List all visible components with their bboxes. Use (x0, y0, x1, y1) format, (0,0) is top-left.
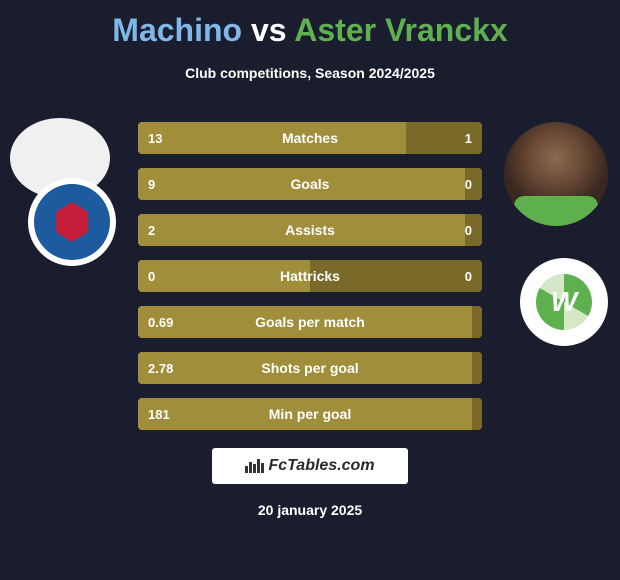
bar-chart-icon (245, 459, 264, 473)
stat-label: Matches (282, 130, 338, 146)
stat-value-left: 0.69 (148, 315, 173, 330)
stat-label: Shots per goal (261, 360, 358, 376)
date: 20 january 2025 (258, 502, 362, 518)
stat-bar-right: 1 (406, 122, 482, 154)
title-player2: Aster Vranckx (294, 12, 507, 48)
stat-label: Min per goal (269, 406, 351, 422)
stat-value-left: 13 (148, 131, 162, 146)
player1-club-logo (28, 178, 116, 266)
stat-value-left: 2.78 (148, 361, 173, 376)
stats-container: 13 1 Matches 9 0 Goals 2 0 Assists 0 0 Hattricks 0.6… (138, 122, 482, 444)
title-vs: vs (251, 12, 287, 48)
stat-row: 0.69 Goals per match (138, 306, 482, 338)
stat-value-right: 0 (465, 177, 472, 192)
stat-bar-right (472, 306, 482, 338)
stat-value-left: 9 (148, 177, 155, 192)
stat-label: Goals (291, 176, 330, 192)
player2-club-logo (520, 258, 608, 346)
stat-value-right: 0 (465, 269, 472, 284)
stat-bar-right: 0 (465, 214, 482, 246)
stat-row: 2.78 Shots per goal (138, 352, 482, 384)
stat-bar-right (472, 352, 482, 384)
stat-value-right: 1 (465, 131, 472, 146)
stat-bar-right (472, 398, 482, 430)
stat-value-left: 0 (148, 269, 155, 284)
title-player1: Machino (112, 12, 242, 48)
stat-value-right: 0 (465, 223, 472, 238)
player2-photo (504, 122, 608, 226)
stat-bar-right: 0 (465, 168, 482, 200)
stat-row: 2 0 Assists (138, 214, 482, 246)
subtitle: Club competitions, Season 2024/2025 (0, 65, 620, 81)
stat-label: Goals per match (255, 314, 365, 330)
stat-label: Assists (285, 222, 335, 238)
stat-row: 9 0 Goals (138, 168, 482, 200)
stat-row: 0 0 Hattricks (138, 260, 482, 292)
stat-bar-left: 13 (138, 122, 406, 154)
stat-value-left: 2 (148, 223, 155, 238)
stat-label: Hattricks (280, 268, 340, 284)
stat-row: 13 1 Matches (138, 122, 482, 154)
stat-row: 181 Min per goal (138, 398, 482, 430)
fctables-badge: FcTables.com (212, 448, 408, 484)
fctables-text: FcTables.com (268, 457, 374, 475)
stat-value-left: 181 (148, 407, 170, 422)
page-title: Machino vs Aster Vranckx (0, 0, 620, 49)
